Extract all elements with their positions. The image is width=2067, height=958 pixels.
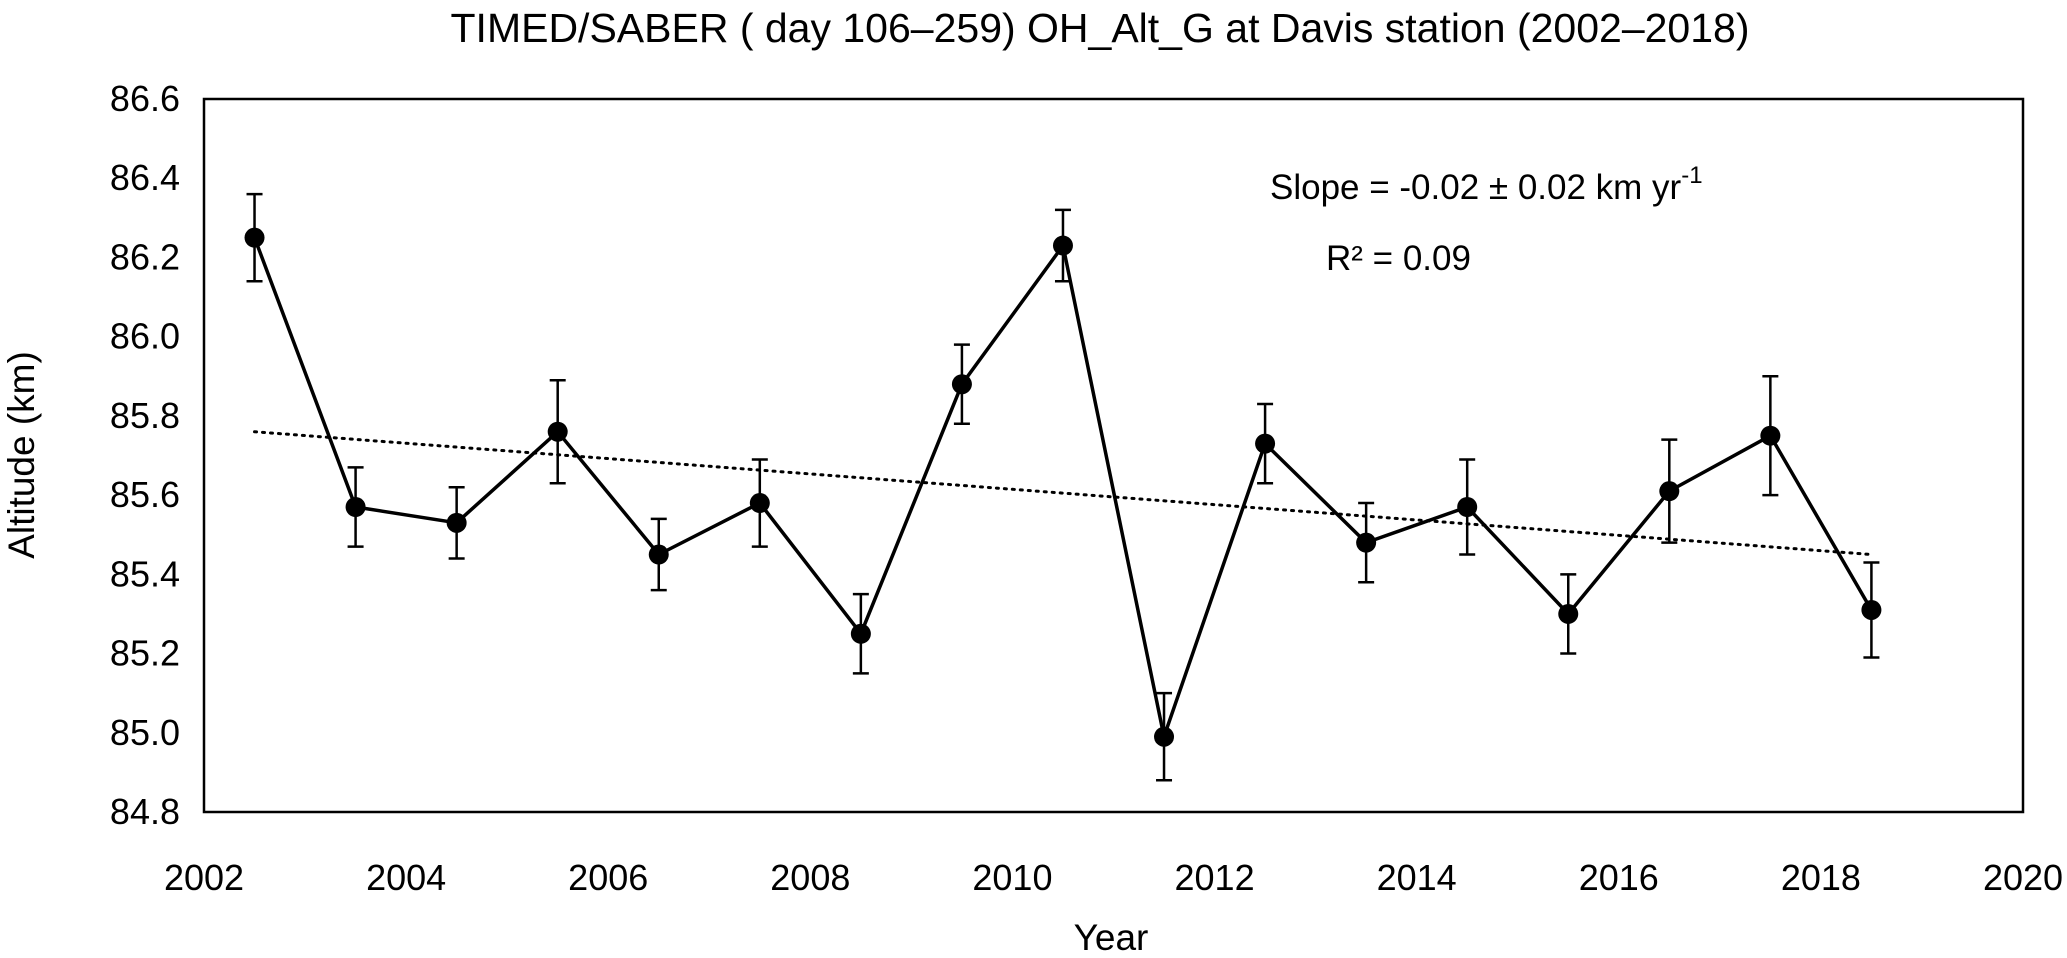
slope-annotation-text: Slope = -0.02 ± 0.02 km yr [1270, 168, 1682, 207]
y-tick-label: 86.4 [110, 157, 180, 198]
data-point [345, 496, 366, 517]
data-point [648, 544, 669, 565]
error-bars [246, 192, 1880, 782]
x-tick-label: 2002 [164, 857, 244, 898]
data-points [244, 227, 1882, 747]
x-tick-label: 2006 [568, 857, 648, 898]
data-point [1052, 235, 1073, 256]
x-tick-label: 2004 [366, 857, 446, 898]
x-axis-ticks: 2002 2004 2006 2008 2010 2012 2014 2016 2018 2020 [164, 857, 2063, 898]
series-line [252, 236, 1873, 739]
y-tick-label: 86.0 [110, 316, 180, 357]
trendline-layer [253, 430, 1873, 557]
y-tick-label: 85.0 [110, 712, 180, 753]
data-point [951, 374, 972, 395]
slope-annotation-exponent: -1 [1681, 162, 1702, 189]
slope-annotation: Slope = -0.02 ± 0.02 km yr-1 [1270, 162, 1703, 207]
data-point [1457, 496, 1478, 517]
y-tick-label: 84.8 [110, 791, 180, 832]
series-line-layer [252, 236, 1873, 739]
x-tick-label: 2008 [770, 857, 850, 898]
data-point [1558, 603, 1579, 624]
x-tick-label: 2016 [1579, 857, 1659, 898]
plot-area-frame [202, 97, 2025, 814]
chart-title: TIMED/SABER ( day 106–259) OH_Alt_G at D… [451, 5, 1750, 51]
data-point [1861, 599, 1882, 620]
data-point [1760, 425, 1781, 446]
data-point [749, 493, 770, 514]
y-tick-label: 85.2 [110, 633, 180, 674]
data-point [1255, 433, 1276, 454]
x-tick-label: 2014 [1377, 857, 1457, 898]
x-axis-label: Year [1074, 917, 1149, 958]
data-point [244, 227, 265, 248]
x-tick-label: 2010 [972, 857, 1052, 898]
data-point [1356, 532, 1377, 553]
r-squared-annotation: R² = 0.09 [1326, 239, 1471, 278]
y-tick-label: 85.8 [110, 395, 180, 436]
data-point [1659, 481, 1680, 502]
data-point [547, 421, 568, 442]
x-tick-label: 2020 [1983, 857, 2063, 898]
y-tick-label: 86.6 [110, 78, 180, 119]
trendline [253, 430, 1873, 557]
y-tick-label: 85.4 [110, 553, 180, 594]
y-tick-label: 86.2 [110, 236, 180, 277]
data-point [446, 512, 467, 533]
data-point [850, 623, 871, 644]
y-axis-ticks: 84.8 85.0 85.2 85.4 85.6 85.8 86.0 86.2 86.4 86.6 [110, 78, 180, 832]
x-tick-label: 2012 [1175, 857, 1255, 898]
data-point [1154, 726, 1175, 747]
x-tick-label: 2018 [1781, 857, 1861, 898]
y-axis-label: Altitude (km) [1, 351, 42, 559]
y-tick-label: 85.6 [110, 474, 180, 515]
